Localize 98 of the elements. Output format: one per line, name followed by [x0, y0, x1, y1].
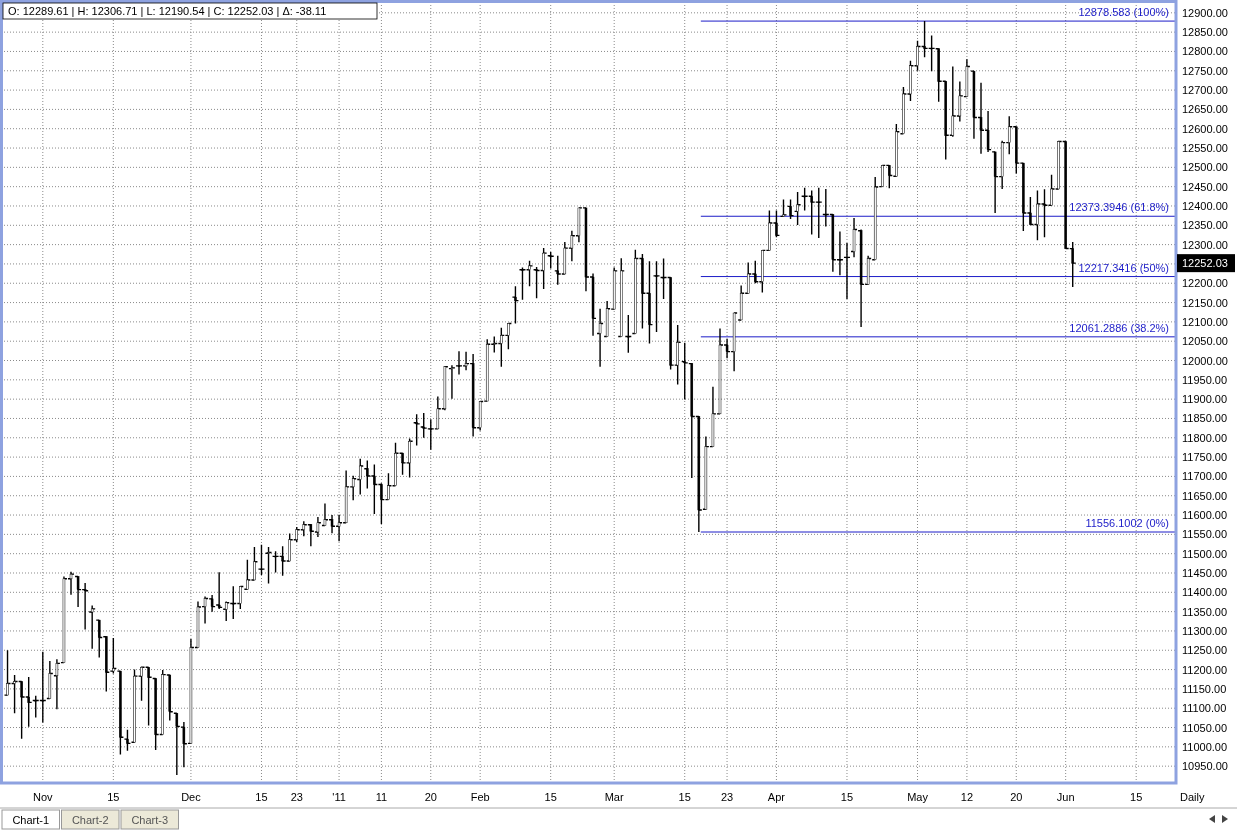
chart-title: O: 12289.61 | H: 12306.71 | L: 12190.54 | C: 12252.03 | Δ: -38.11	[8, 5, 327, 17]
y-tick-label: 12350.00	[1182, 219, 1228, 232]
candlestick	[718, 327, 722, 415]
y-tick-label: 12700.00	[1182, 84, 1228, 97]
y-tick-label: 11950.00	[1182, 373, 1228, 386]
text: Chart-2	[71, 814, 109, 826]
candlestick	[577, 207, 581, 243]
ref-line-label: 12217.3416 (50%)	[1078, 261, 1169, 274]
y-tick-label: 12150.00	[1182, 296, 1228, 309]
y-tick-label: 12450.00	[1182, 180, 1228, 193]
x-tick-label: Jun	[1056, 791, 1075, 803]
candlestick	[725, 338, 729, 359]
y-tick-label: 11750.00	[1182, 451, 1228, 464]
candlestick	[881, 164, 884, 188]
text: Chart-1	[12, 814, 50, 826]
y-tick-label: 11300.00	[1182, 624, 1228, 637]
y-tick-label: 12600.00	[1182, 122, 1228, 135]
candlestick	[598, 308, 602, 368]
candlestick	[69, 571, 73, 596]
candlestick	[711, 386, 715, 448]
x-tick-label: 15	[544, 791, 557, 803]
candlestick	[316, 516, 320, 538]
y-tick-label: 12850.00	[1182, 26, 1228, 39]
candlestick	[76, 575, 80, 608]
x-tick-label: Nov	[33, 791, 54, 803]
x-tick-label: 20	[1010, 791, 1023, 803]
candlestick	[330, 514, 334, 534]
x-tick-label: Apr	[767, 791, 786, 803]
x-tick-label: 15	[255, 791, 268, 803]
candlestick	[337, 513, 341, 543]
y-tick-label: 12400.00	[1182, 199, 1228, 212]
candlestick	[189, 638, 193, 745]
y-tick-label: 12800.00	[1182, 45, 1228, 58]
y-tick-label: 11100.00	[1182, 702, 1227, 715]
y-tick-label: 11650.00	[1182, 489, 1228, 502]
candlestick	[203, 595, 207, 625]
candlestick	[859, 228, 863, 328]
ref-line-label: 12373.3946 (61.8%)	[1069, 201, 1169, 214]
x-tick-label: 23	[720, 791, 734, 803]
y-tick-label: 12050.00	[1182, 335, 1228, 348]
y-tick-label: 12100.00	[1182, 315, 1228, 328]
y-tick-label: 12900.00	[1182, 6, 1228, 19]
y-tick-label: 12650.00	[1182, 103, 1228, 116]
candlestick	[1064, 140, 1067, 250]
y-tick-label: 11200.00	[1182, 663, 1228, 676]
y-tick-label: 11600.00	[1182, 509, 1228, 522]
x-tick-label: 15	[678, 791, 691, 803]
y-tick-label: 12200.00	[1182, 277, 1228, 290]
y-tick-label: 12750.00	[1182, 64, 1228, 77]
y-tick-label: 12300.00	[1182, 238, 1228, 251]
text: 12252.03	[1182, 257, 1228, 270]
y-tick-label: 11500.00	[1182, 547, 1228, 560]
x-tick-label: Mar	[604, 791, 624, 803]
x-tick-label: 15	[840, 791, 854, 803]
y-tick-label: 11400.00	[1182, 586, 1228, 599]
candlestick	[196, 600, 200, 649]
ref-line-label: 12061.2886 (38.2%)	[1069, 321, 1169, 334]
x-tick-label: Feb	[470, 791, 490, 803]
text: Chart-3	[131, 814, 169, 826]
candlestick	[972, 70, 976, 140]
y-tick-label: 12500.00	[1182, 161, 1228, 174]
candlestick	[591, 272, 595, 337]
y-tick-label: 11850.00	[1182, 412, 1228, 425]
candlestick	[62, 575, 66, 664]
x-axis-title: Daily	[1180, 791, 1205, 803]
y-tick-label: 11000.00	[1182, 740, 1228, 753]
y-tick-label: 12550.00	[1182, 142, 1228, 155]
candlestick	[584, 207, 588, 293]
x-tick-label: 15	[107, 791, 120, 803]
y-tick-label: 10950.00	[1182, 760, 1228, 773]
x-tick-label: 11	[375, 791, 388, 803]
y-tick-label: 12000.00	[1182, 354, 1228, 367]
candlestick	[1057, 139, 1060, 190]
candlestick	[323, 502, 327, 527]
x-tick-label: Dec	[181, 791, 202, 803]
y-tick-label: 11150.00	[1182, 682, 1227, 695]
x-tick-label: 12	[960, 791, 974, 803]
candlestick	[979, 82, 983, 155]
y-tick-label: 11800.00	[1182, 431, 1228, 444]
y-tick-label: 11550.00	[1182, 528, 1228, 541]
candlestick	[852, 217, 856, 259]
y-tick-label: 11900.00	[1182, 393, 1228, 406]
candlestick	[986, 110, 990, 153]
ref-line-label: 11556.1002 (0%)	[1085, 517, 1169, 530]
x-tick-label: 20	[424, 791, 437, 803]
y-tick-label: 11350.00	[1182, 605, 1228, 618]
candlestick	[55, 658, 59, 711]
x-tick-label: 15	[1130, 791, 1143, 803]
candlestick	[210, 594, 214, 613]
y-tick-label: 11250.00	[1182, 644, 1228, 657]
y-tick-label: 11050.00	[1182, 721, 1228, 734]
info-box: O: 12289.61 | H: 12306.71 | L: 12190.54 | C: 12252.03 | Δ: -38.11	[2, 2, 378, 20]
x-tick-label: 23	[290, 791, 303, 803]
y-tick-label: 11700.00	[1182, 470, 1228, 483]
x-tick-label: May	[907, 791, 929, 803]
ref-line-label: 12878.583 (100%)	[1078, 6, 1169, 19]
x-tick-label: '11	[332, 791, 346, 803]
y-tick-label: 11450.00	[1182, 567, 1228, 579]
